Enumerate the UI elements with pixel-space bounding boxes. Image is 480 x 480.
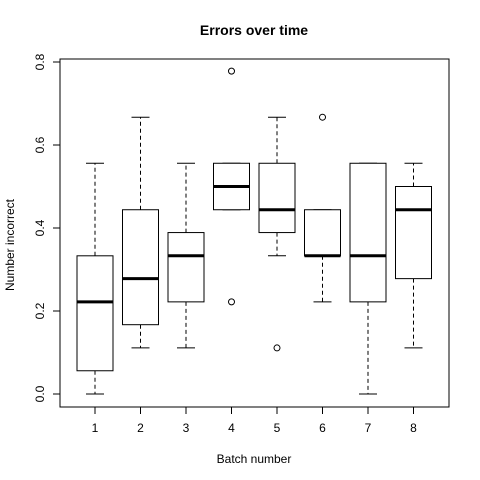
x-tick-label: 4 — [228, 421, 235, 435]
y-tick-label: 0.6 — [33, 136, 47, 153]
box-iqr — [259, 163, 295, 232]
box-iqr — [168, 233, 204, 302]
box-iqr — [305, 210, 341, 256]
x-tick-label: 5 — [274, 421, 281, 435]
x-tick-label: 1 — [92, 421, 99, 435]
x-axis-label: Batch number — [217, 452, 292, 466]
box-iqr — [77, 256, 113, 371]
box-iqr — [123, 210, 159, 325]
x-tick-label: 7 — [365, 421, 372, 435]
y-tick-label: 0.0 — [33, 385, 47, 402]
box-iqr — [396, 187, 432, 279]
y-axis-label: Number incorrect — [3, 198, 17, 291]
chart-title: Errors over time — [200, 22, 308, 38]
x-tick-label: 8 — [410, 421, 417, 435]
x-tick-label: 3 — [183, 421, 190, 435]
x-tick-label: 2 — [137, 421, 144, 435]
y-tick-label: 0.4 — [33, 219, 47, 236]
y-tick-label: 0.2 — [33, 302, 47, 319]
y-tick-label: 0.8 — [33, 53, 47, 70]
x-tick-label: 6 — [319, 421, 326, 435]
box-iqr — [350, 163, 386, 302]
